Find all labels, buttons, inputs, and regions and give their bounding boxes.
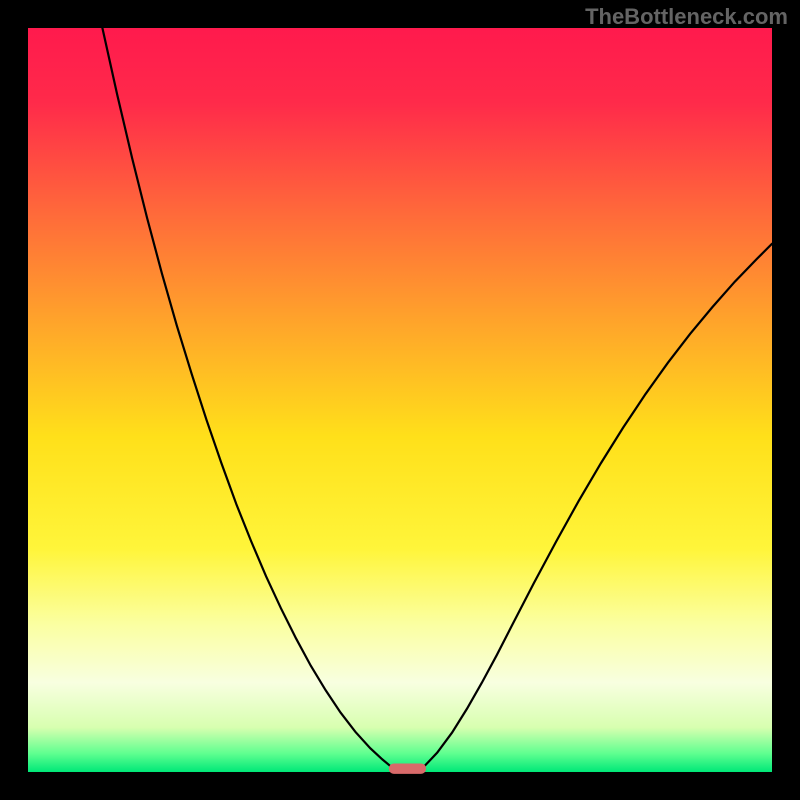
chart-container: TheBottleneck.com xyxy=(0,0,800,800)
watermark-text: TheBottleneck.com xyxy=(585,4,788,30)
bottleneck-chart xyxy=(0,0,800,800)
optimum-marker xyxy=(389,763,426,773)
